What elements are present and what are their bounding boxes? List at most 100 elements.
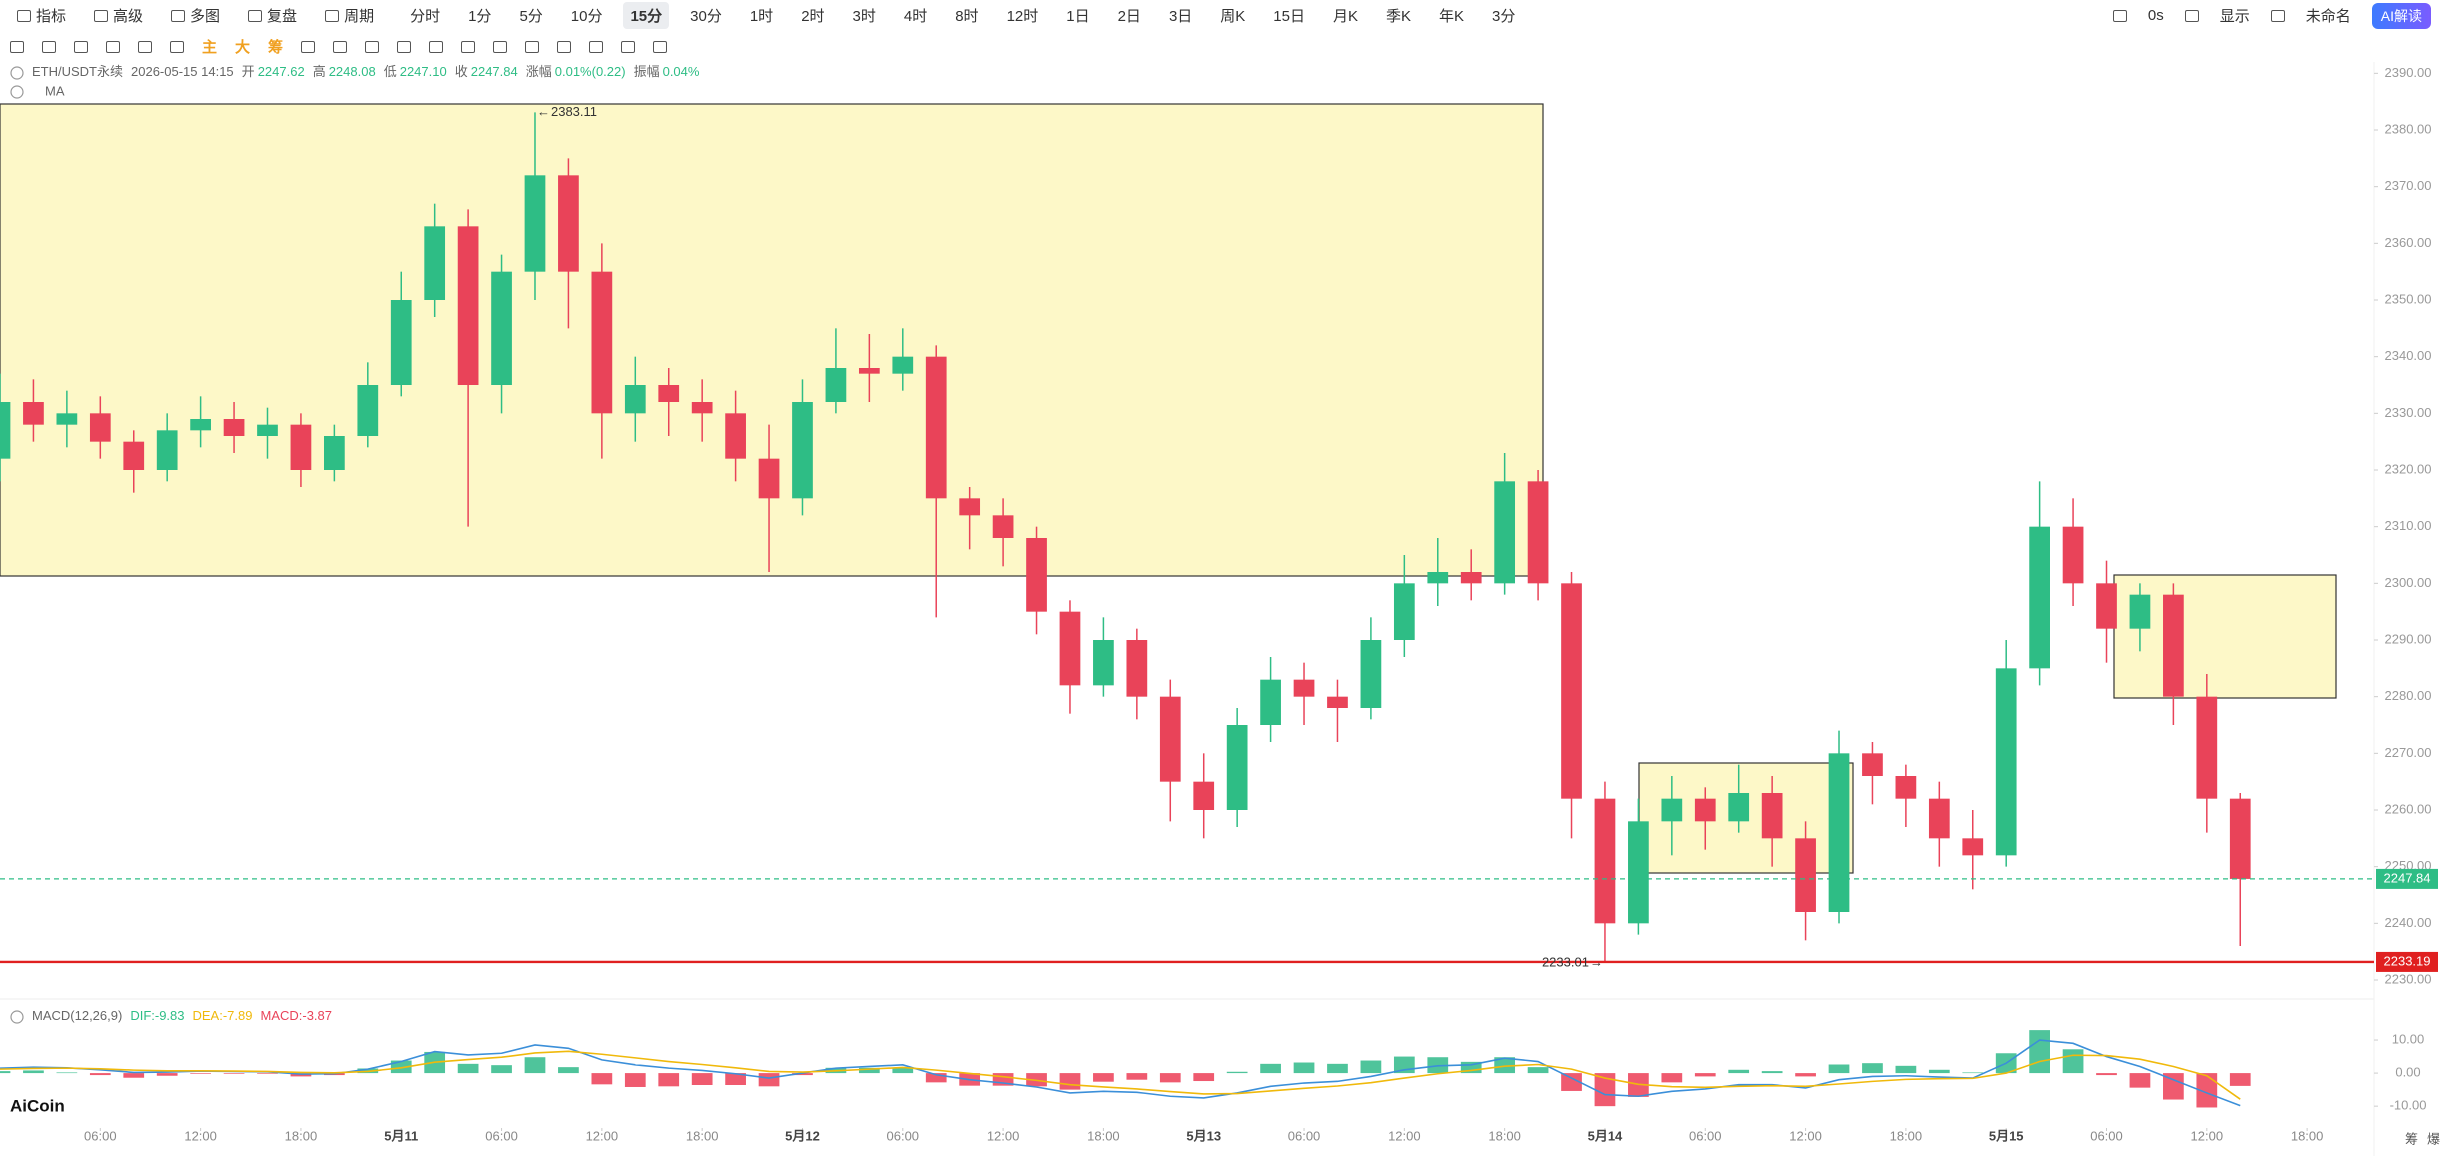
right-menu-item[interactable]: 0s (2147, 7, 2164, 24)
draw-tool-icon[interactable] (461, 40, 476, 53)
draw-tool-icon[interactable] (429, 40, 444, 53)
y-tick-label: 2340.00 (2385, 348, 2432, 363)
right-menu-item[interactable]: 未命名 (2305, 8, 2351, 25)
candle-body (1427, 572, 1449, 584)
draw-tool-icon[interactable] (42, 40, 56, 53)
interval-button[interactable]: 12时 (1006, 8, 1039, 25)
draw-tool-icon[interactable] (365, 40, 380, 53)
x-tick-label: 12:00 (1388, 1128, 1421, 1143)
menu-item[interactable]: 多图 (164, 2, 227, 29)
menu-label: 周期 (344, 8, 375, 25)
icon[interactable] (2112, 9, 2127, 22)
interval-button[interactable]: 周K (1220, 8, 1246, 25)
indicator-tool[interactable]: 主 (202, 39, 218, 56)
tool-group: 主大筹 (10, 36, 668, 57)
corner-button: 筹 (2405, 1131, 2418, 1146)
draw-tool-icon[interactable] (589, 40, 604, 53)
icon[interactable] (2184, 9, 2199, 22)
y-tick-label: 2290.00 (2385, 631, 2432, 646)
icon[interactable] (2270, 9, 2285, 22)
draw-tool-icon[interactable] (397, 40, 412, 53)
interval-button[interactable]: 10分 (570, 8, 603, 25)
draw-tool-icon[interactable] (525, 40, 540, 53)
candle-body (624, 385, 646, 414)
macd-legend: MACD(12,26,9) DIF:-9.83 DEA:-7.89 MACD:-3.8… (32, 1008, 332, 1023)
interval-button[interactable]: 1时 (749, 8, 774, 25)
interval-button[interactable]: 2日 (1117, 8, 1141, 25)
indicator-tool[interactable]: 大 (235, 39, 251, 56)
interval-button[interactable]: 15日 (1273, 8, 1305, 25)
interval-button[interactable]: 分时 (410, 8, 441, 25)
interval-button[interactable]: 1分 (468, 8, 492, 25)
macd-bar (1661, 1073, 1683, 1083)
ai-button[interactable]: AI解读 (2371, 2, 2431, 29)
interval-button[interactable]: 季K (1386, 8, 1412, 25)
interval-button[interactable]: 8时 (955, 8, 979, 25)
candle-body (190, 419, 211, 431)
draw-tool-icon[interactable] (10, 40, 24, 53)
candle-body (2096, 583, 2117, 629)
macd-bar (2096, 1073, 2117, 1076)
logo: AiCoin (10, 1096, 65, 1115)
draw-tool-icon[interactable] (301, 40, 316, 53)
interval-button[interactable]: 年K (1439, 8, 1465, 25)
candle-body (1928, 798, 1950, 839)
candle-body (1995, 668, 2017, 856)
macd-bar (89, 1073, 111, 1076)
macd-bar (524, 1057, 546, 1074)
interval-button[interactable]: 3时 (852, 8, 876, 25)
candle-body (1026, 538, 1047, 612)
draw-tool-icon[interactable] (138, 40, 152, 53)
candle-body (390, 300, 412, 385)
draw-tool-icon[interactable] (74, 40, 88, 53)
collapse-icon[interactable] (10, 85, 24, 99)
draw-tool-icon[interactable] (557, 40, 572, 53)
interval-button[interactable]: 5分 (519, 8, 543, 25)
info-line: ETH/USDT永续 2026-05-15 14:15 开 2247.62 高 2248.… (32, 64, 700, 79)
candle-body (156, 430, 178, 470)
interval-button[interactable]: 1日 (1066, 8, 1090, 25)
interval-button[interactable]: 2时 (801, 8, 825, 25)
candle-body (925, 356, 947, 499)
arrow: ← (537, 104, 550, 119)
menu-item[interactable]: 复盘 (241, 2, 304, 29)
candle-body (524, 175, 546, 272)
time: 2026-05-15 14:15 (131, 64, 234, 79)
interval-button[interactable]: 月K (1332, 8, 1358, 25)
draw-tool-icon[interactable] (653, 40, 668, 53)
interval-button[interactable]: 3分 (1492, 8, 1516, 25)
macd-bar (1761, 1071, 1783, 1074)
draw-tool-icon[interactable] (333, 40, 348, 53)
menu-item[interactable]: 周期 (318, 2, 381, 29)
draw-tool-icon[interactable] (106, 40, 120, 53)
draw-tool-icon[interactable] (170, 40, 184, 53)
macd-bar (156, 1073, 178, 1076)
interval-button[interactable]: 3日 (1168, 8, 1193, 25)
candle-body (2229, 798, 2251, 879)
interval-button[interactable]: 30分 (690, 8, 722, 25)
collapse-icon[interactable] (10, 66, 24, 80)
candle-body (792, 402, 813, 499)
candle-body (1193, 781, 1215, 810)
y-tick-label: 2370.00 (2385, 178, 2432, 193)
menu-item[interactable]: 高级 (87, 2, 150, 29)
interval-button[interactable]: 15分 (623, 2, 670, 29)
menu-item[interactable]: 指标 (10, 2, 73, 29)
interval-button[interactable]: 4时 (903, 8, 928, 25)
candle-body (1226, 725, 1248, 810)
candle-body (1761, 793, 1783, 839)
macd-bar (2163, 1073, 2184, 1100)
indicator-tool[interactable]: 筹 (268, 39, 284, 56)
macd-bar (223, 1073, 245, 1074)
x-tick-label: 18:00 (1488, 1128, 1521, 1143)
macd-legend-item: DIF:-9.83 (130, 1008, 184, 1023)
draw-tool-icon[interactable] (493, 40, 508, 53)
macd-bar (1460, 1061, 1482, 1074)
candle-body (257, 424, 278, 436)
right-menu-item[interactable]: 显示 (2219, 8, 2250, 25)
macd-bar (1226, 1071, 1248, 1074)
collapse-icon[interactable] (10, 1010, 24, 1024)
draw-tool-icon[interactable] (621, 40, 636, 53)
candle-body (424, 226, 446, 300)
